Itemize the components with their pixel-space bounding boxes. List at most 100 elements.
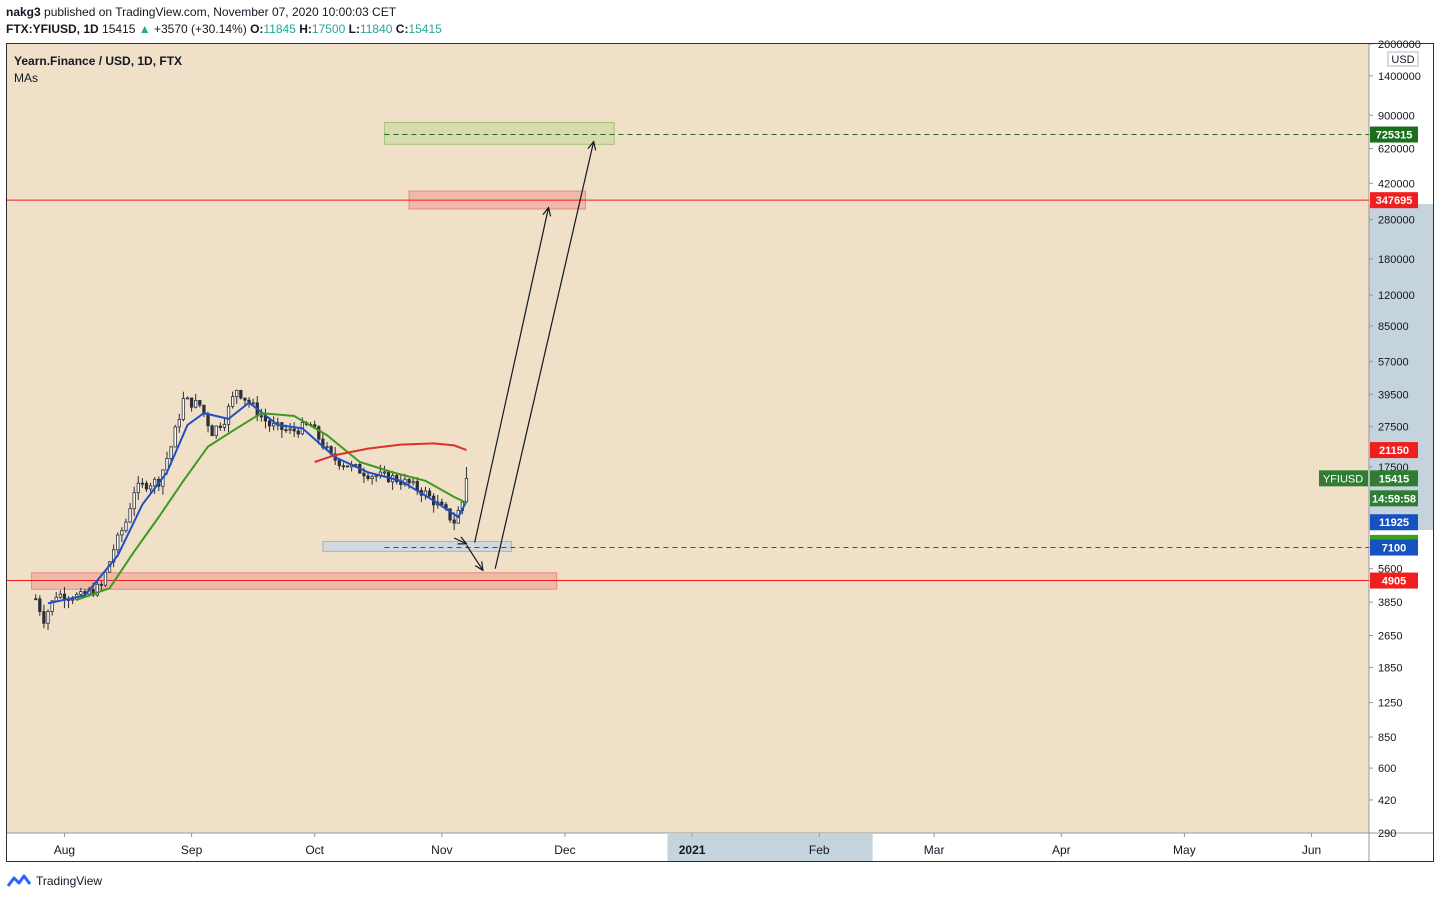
candle-body (354, 464, 358, 466)
price-tick-label: 27500 (1378, 422, 1409, 434)
price-tick-label: 2000000 (1378, 39, 1421, 51)
candle[interactable] (370, 474, 374, 485)
candle[interactable] (120, 527, 124, 542)
candle[interactable] (239, 389, 243, 400)
candle-body (38, 598, 42, 612)
candle[interactable] (181, 391, 186, 422)
candle[interactable] (259, 408, 263, 422)
price-tick-label: 600 (1378, 763, 1396, 775)
candle[interactable] (231, 391, 235, 409)
price-label-15415[interactable]: 15415 YFIUSD (1319, 470, 1418, 487)
candle-body (218, 425, 222, 428)
chart-frame (6, 43, 1434, 862)
candle[interactable] (103, 571, 108, 587)
candle[interactable] (222, 418, 227, 432)
candle-body (50, 600, 54, 612)
time-tick-label: Sep (181, 843, 203, 857)
legend-indicator[interactable]: MAs (14, 71, 38, 85)
candle[interactable] (341, 462, 346, 471)
candle[interactable] (185, 396, 190, 400)
candle[interactable] (198, 399, 202, 408)
candle[interactable] (317, 425, 321, 445)
price-label-7100[interactable]: 7100 (1370, 539, 1418, 556)
candle[interactable] (218, 422, 222, 431)
candle[interactable] (99, 581, 103, 592)
candle-body (185, 397, 190, 400)
arrow-3[interactable] (494, 140, 597, 569)
candle[interactable] (243, 397, 247, 406)
arrow-shaft (465, 544, 484, 571)
candle[interactable] (210, 424, 214, 437)
line-ma-slow[interactable] (314, 442, 467, 463)
candle[interactable] (38, 595, 42, 616)
candle[interactable] (194, 393, 198, 409)
candle[interactable] (272, 416, 276, 431)
candle[interactable] (235, 389, 239, 404)
candle[interactable] (46, 609, 50, 630)
candle[interactable] (140, 478, 145, 488)
arrow-1[interactable] (465, 544, 484, 572)
publish-line: nakg3 published on TradingView.com, Nove… (6, 5, 396, 19)
candle[interactable] (214, 425, 218, 439)
candle-body (198, 400, 202, 406)
price-label-text: 725315 (1376, 130, 1413, 142)
zone-green-0[interactable] (383, 122, 615, 145)
line-ma-fast[interactable] (47, 401, 468, 605)
candle[interactable] (288, 422, 292, 434)
price-label-21150[interactable]: 21150 (1370, 442, 1418, 459)
candle[interactable] (296, 428, 300, 438)
time-tick-label: 2021 (679, 843, 706, 857)
candle-body (411, 481, 415, 484)
author-name[interactable]: nakg3 (6, 5, 41, 19)
time-tick-label: Oct (305, 843, 324, 857)
candle[interactable] (42, 604, 46, 629)
line-ma-mid[interactable] (76, 412, 467, 601)
candle[interactable] (58, 590, 62, 599)
currency-box[interactable] (1387, 51, 1419, 67)
candle[interactable] (95, 580, 99, 597)
candle[interactable] (128, 502, 132, 524)
close-value: 15415 (408, 22, 442, 36)
candle[interactable] (144, 480, 149, 492)
price-label-145958[interactable]: 14:59:58 (1370, 490, 1418, 507)
candle-body (407, 478, 411, 484)
candle-body (231, 396, 235, 407)
price-label-box (1370, 126, 1418, 143)
candle[interactable] (173, 424, 177, 448)
candle-body (226, 405, 231, 425)
time-tick-label: Dec (554, 843, 575, 857)
price-label-347695[interactable]: 347695 (1370, 192, 1418, 209)
arrow-2[interactable] (474, 206, 552, 543)
candle[interactable] (79, 587, 83, 597)
candle[interactable] (292, 422, 296, 437)
candle[interactable] (124, 518, 128, 533)
candle[interactable] (34, 594, 38, 601)
price-label-11925[interactable]: 11925 (1370, 514, 1418, 531)
candle-body (116, 534, 120, 551)
arrow-0[interactable] (453, 536, 468, 545)
candle[interactable] (345, 465, 350, 468)
footer-brand[interactable]: TradingView (36, 874, 103, 888)
candle[interactable] (189, 397, 194, 412)
price-tick-label: 420 (1378, 795, 1396, 807)
candle[interactable] (177, 413, 181, 433)
candle-body (222, 423, 227, 428)
candle[interactable] (132, 486, 136, 516)
zone-blue-2[interactable] (322, 540, 513, 552)
price-label-725315[interactable]: 725315 (1370, 126, 1418, 143)
candle-body (317, 426, 321, 440)
candle[interactable] (427, 487, 432, 497)
tradingview-logo-icon[interactable] (6, 873, 32, 889)
candle[interactable] (136, 476, 140, 500)
publish-text: published on TradingView.com, November 0… (44, 5, 397, 19)
candle[interactable] (116, 532, 120, 554)
candle[interactable] (440, 498, 444, 506)
candle-body (448, 508, 452, 521)
candle[interactable] (313, 420, 317, 428)
symbol-tag-box (1319, 470, 1368, 487)
price-label-4905[interactable]: 4905 (1370, 572, 1418, 589)
candle-body (71, 598, 75, 601)
candle[interactable] (153, 477, 157, 494)
candle[interactable] (407, 478, 411, 489)
